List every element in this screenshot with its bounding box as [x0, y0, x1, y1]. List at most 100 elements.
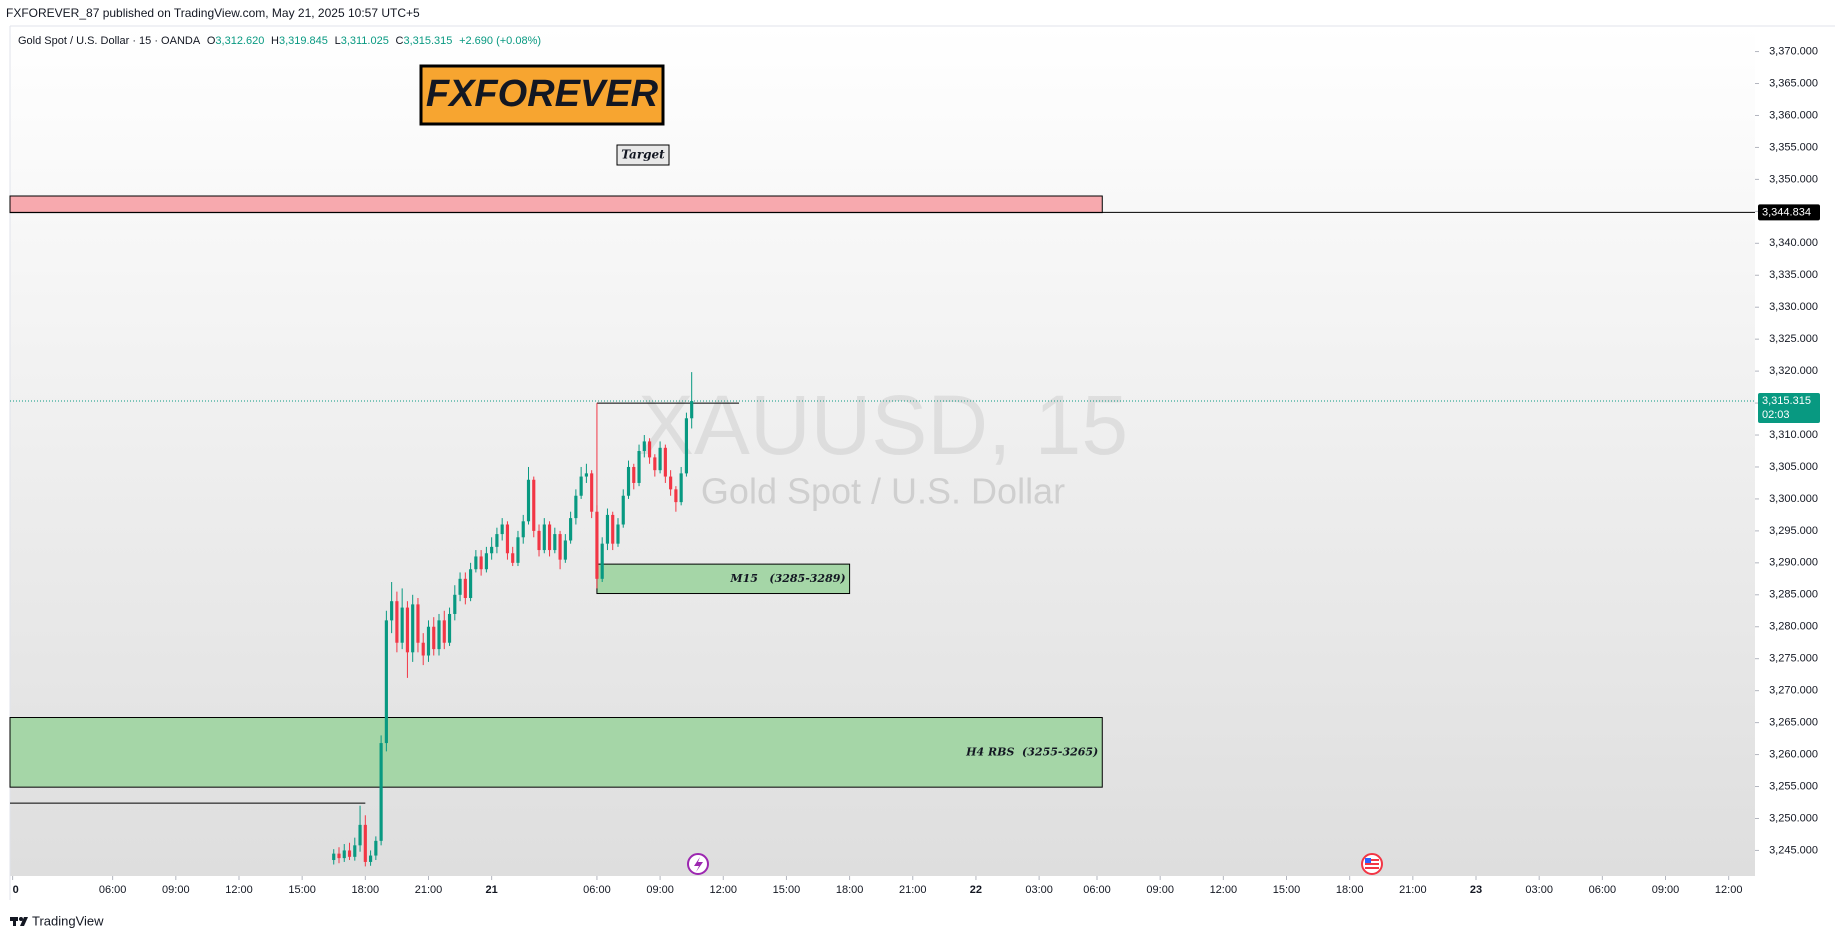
y-tick-label: 3,325.000 — [1769, 333, 1818, 345]
candle-body — [426, 626, 431, 656]
candle-body — [405, 607, 410, 653]
y-tick-label: 3,335.000 — [1769, 269, 1818, 281]
zone-label: M15 (3285-3289) — [729, 572, 845, 585]
candle-body — [332, 853, 336, 861]
y-tick-label: 3,270.000 — [1769, 685, 1818, 697]
y-tick-label: 3,260.000 — [1769, 748, 1818, 760]
candle-body — [632, 466, 636, 483]
candle-body — [358, 824, 362, 846]
candle-body — [621, 495, 625, 525]
x-tick-label: 21 — [486, 884, 498, 896]
candle-body — [584, 473, 588, 477]
candle-body — [347, 850, 352, 857]
zone — [9, 195, 1103, 214]
x-tick-label: 15:00 — [773, 884, 801, 896]
footer-brand: TradingView — [32, 913, 104, 928]
candle-body — [421, 642, 425, 656]
y-tick-label: 3,330.000 — [1769, 301, 1818, 313]
candle-body — [337, 853, 341, 859]
candle-body — [474, 556, 478, 570]
x-tick-label: 18:00 — [836, 884, 864, 896]
y-tick-label: 3,300.000 — [1769, 493, 1818, 505]
candle-body — [363, 824, 367, 862]
candle-body — [384, 620, 388, 744]
candle-body — [521, 521, 525, 538]
legend-o-key: O — [207, 35, 216, 47]
x-tick-label: 21:00 — [415, 884, 443, 896]
y-tick-label: 3,305.000 — [1769, 461, 1818, 473]
candle-body — [600, 543, 604, 579]
flag-icon — [1361, 853, 1383, 875]
x-tick-label: 22 — [970, 884, 982, 896]
x-tick-label: 03:00 — [1525, 884, 1553, 896]
candle-body — [542, 524, 546, 551]
candle-body — [569, 518, 573, 541]
candle-body — [463, 578, 467, 598]
candle-body — [369, 855, 373, 862]
tradingview-logo — [10, 917, 28, 926]
y-tick-label: 3,290.000 — [1769, 557, 1818, 569]
candle-body — [469, 569, 473, 598]
candle-body — [663, 447, 667, 477]
candle-body — [484, 553, 488, 570]
candle-body — [516, 537, 520, 563]
candle-body — [526, 479, 531, 522]
zones: H4 RBS (3255-3265) M15 (3285-3289) — [9, 195, 1103, 788]
watermark-title: XAUUSD, 15 — [638, 378, 1128, 472]
candle-body — [658, 447, 662, 471]
y-tick-label: 3,250.000 — [1769, 812, 1818, 824]
y-tick-label: 3,365.000 — [1769, 77, 1818, 89]
candle-body — [437, 620, 441, 650]
candle-body — [690, 401, 694, 419]
publisher: FXFOREVER_87 published on TradingView.co… — [6, 6, 420, 20]
candle-body — [353, 845, 357, 857]
target-label: Target — [621, 148, 665, 162]
candle-body — [579, 476, 583, 496]
y-tick-label: 3,280.000 — [1769, 621, 1818, 633]
candle-body — [553, 534, 557, 551]
zone — [596, 563, 851, 595]
candle-body — [490, 546, 494, 554]
candle-body — [416, 604, 420, 643]
x-tick-label: 09:00 — [1652, 884, 1680, 896]
y-tick-label: 3,285.000 — [1769, 589, 1818, 601]
x-tick-label: 03:00 — [1025, 884, 1053, 896]
candle-body — [563, 540, 567, 560]
candle-body — [432, 626, 436, 650]
candle-body — [647, 441, 652, 458]
x-tick-label: 12:00 — [1210, 884, 1238, 896]
logo-text: FXFOREVER — [426, 73, 659, 115]
candle-body — [626, 466, 631, 496]
price-label: 3,315.315 — [1762, 395, 1811, 407]
candle-body — [511, 553, 515, 563]
symbol-legend: Gold Spot / U.S. Dollar · 15 · OANDA O3,… — [18, 35, 541, 47]
zone — [9, 717, 1103, 788]
candle-body — [574, 495, 578, 519]
x-tick-label: 12:00 — [709, 884, 737, 896]
y-tick-label: 3,255.000 — [1769, 780, 1818, 792]
price-label-box — [1758, 393, 1820, 424]
x-tick-label: 06:00 — [1589, 884, 1617, 896]
y-tick-label: 3,310.000 — [1769, 429, 1818, 441]
watermark-subtitle: Gold Spot / U.S. Dollar — [701, 471, 1065, 512]
candle-body — [616, 524, 620, 544]
candle-body — [453, 594, 457, 614]
y-tick-label: 3,265.000 — [1769, 717, 1818, 729]
candle-body — [642, 441, 646, 451]
candle-body — [653, 457, 657, 471]
candle-body — [495, 534, 499, 547]
candle-body — [379, 743, 383, 841]
candle-body — [374, 840, 378, 856]
candle-body — [532, 479, 536, 531]
candle-body — [679, 473, 683, 503]
x-tick-label: 18:00 — [352, 884, 380, 896]
candle-body — [411, 604, 415, 653]
candle-body — [390, 601, 394, 621]
candle-body — [395, 601, 399, 643]
candle-body — [595, 511, 599, 579]
x-tick-label: 21:00 — [1399, 884, 1427, 896]
y-tick-label: 3,275.000 — [1769, 653, 1818, 665]
y-tick-label: 3,360.000 — [1769, 109, 1818, 121]
x-tick-label: 18:00 — [1336, 884, 1364, 896]
x-tick-label: 21:00 — [899, 884, 927, 896]
